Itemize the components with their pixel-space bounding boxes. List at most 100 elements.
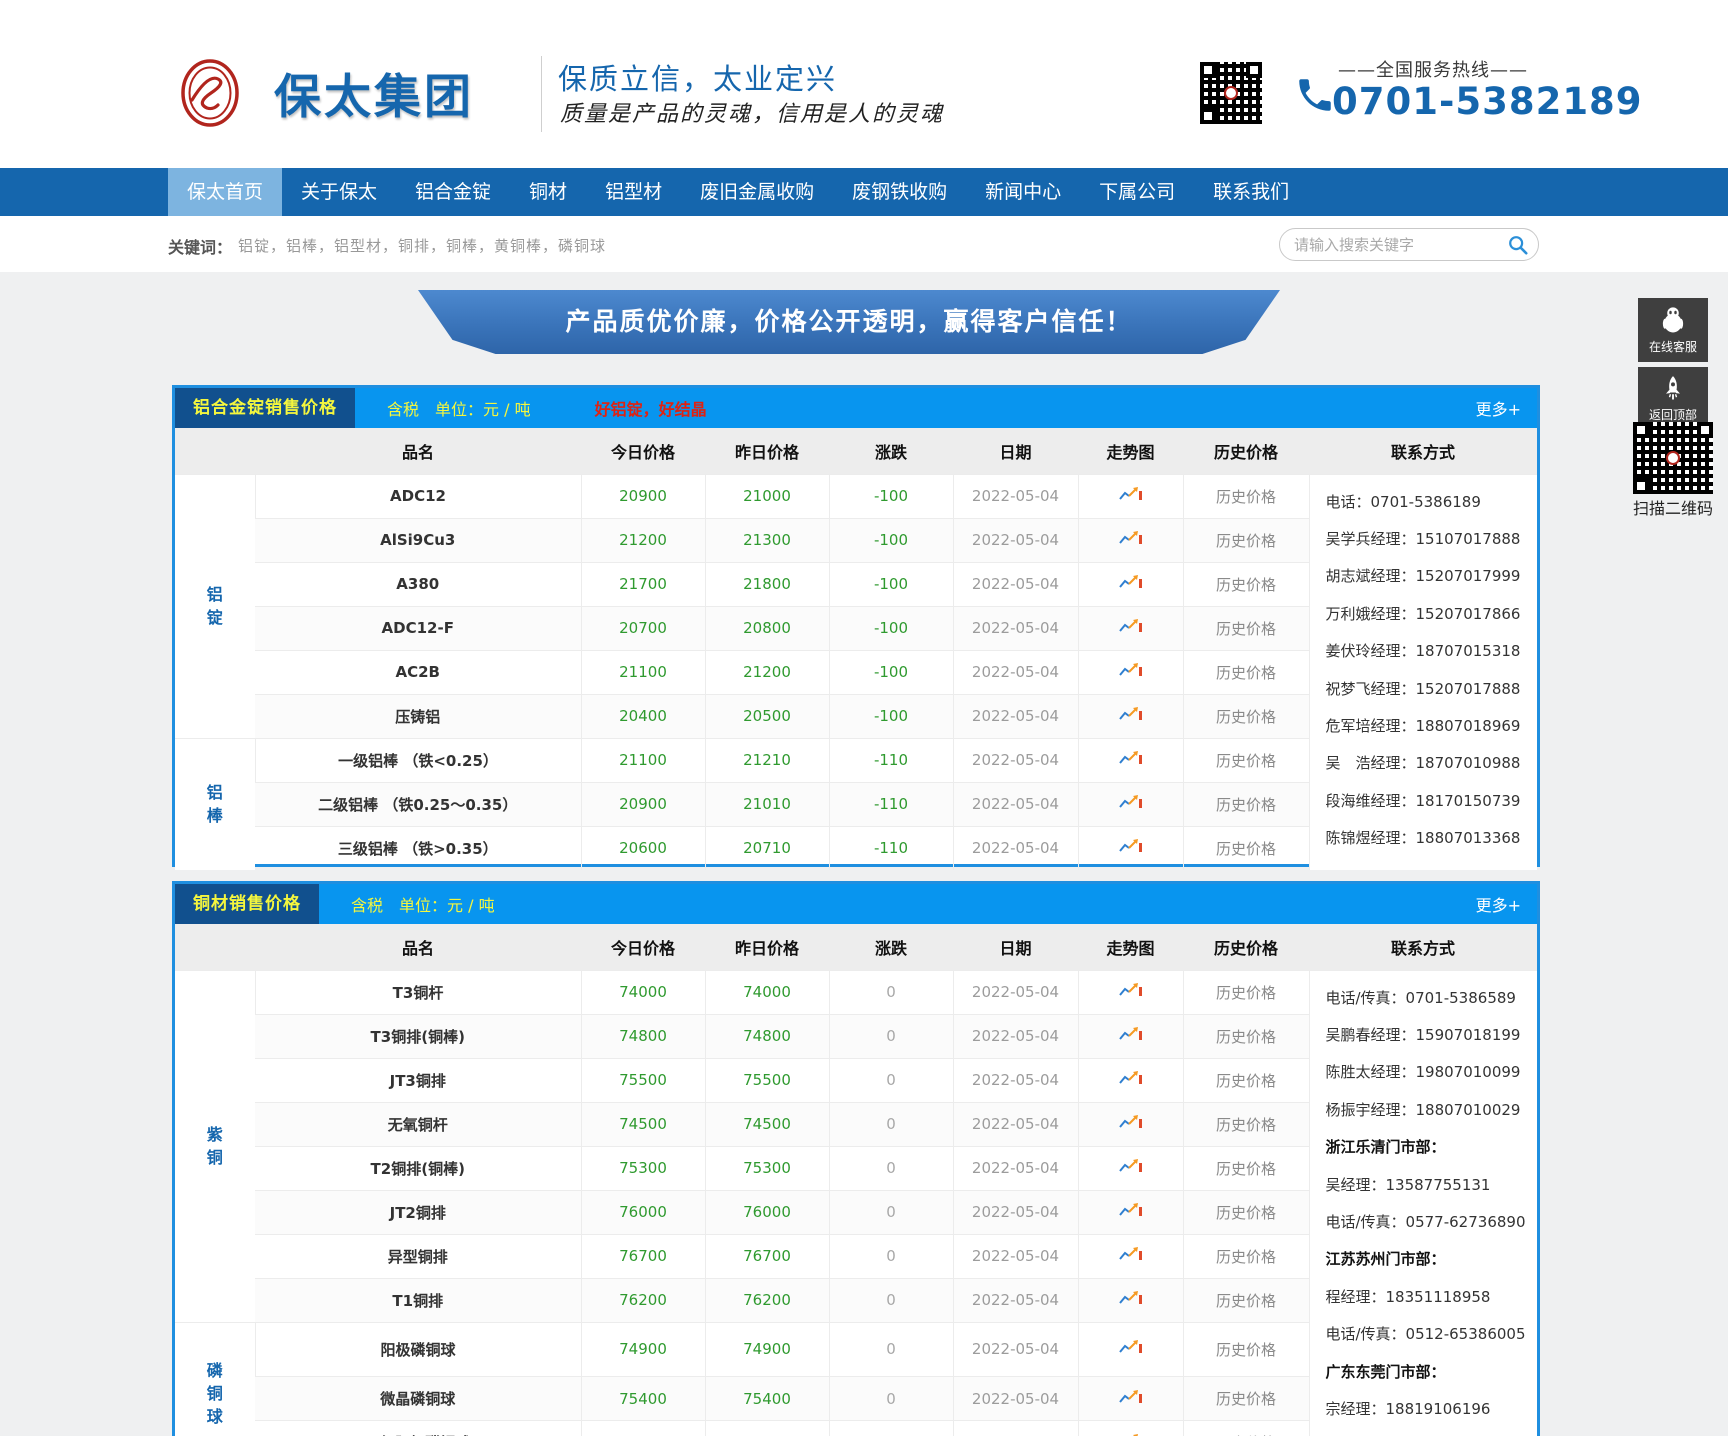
history-price-link[interactable]: 历史价格 xyxy=(1216,1434,1276,1436)
trend-chart-icon[interactable] xyxy=(1077,781,1183,826)
yesterday-price: 75400 xyxy=(704,1376,829,1421)
today-price: 20900 xyxy=(580,781,705,826)
yesterday-price: 20500 xyxy=(704,693,829,738)
trend-chart-icon[interactable] xyxy=(1077,1145,1183,1190)
history-price-link[interactable]: 历史价格 xyxy=(1215,1071,1276,1090)
product-name: ADC12 xyxy=(254,473,581,518)
trend-chart-icon[interactable] xyxy=(1077,605,1183,650)
nav-item-6[interactable]: 废钢铁收购 xyxy=(852,181,948,203)
col-history: 历史价格 xyxy=(1183,428,1309,474)
trend-chart-icon[interactable] xyxy=(1077,1376,1183,1421)
history-price-link[interactable]: 历史价格 xyxy=(1215,575,1276,594)
table-row: 紫铜 T3铜杆 74000 74000 0 2022-05-04 历史价格 电话/传真：070… xyxy=(175,969,1537,1436)
trend-chart-icon[interactable] xyxy=(1077,561,1183,606)
back-to-top-button[interactable]: 返回顶部 xyxy=(1638,367,1708,431)
copper-panel-title: 铜材销售价格 xyxy=(175,884,319,924)
contact-line: 陈锦煜经理：18807013368 xyxy=(1325,829,1521,848)
history-price-link[interactable]: 历史价格 xyxy=(1215,1340,1276,1359)
online-service-button[interactable]: 在线客服 xyxy=(1638,298,1708,362)
aluminum-panel-title: 铝合金锭销售价格 xyxy=(175,388,355,428)
history-price-link[interactable]: 历史价格 xyxy=(1215,839,1276,858)
group-label: 铝棒 xyxy=(175,737,255,870)
history-price-link[interactable]: 历史价格 xyxy=(1215,751,1276,770)
nav-item-4[interactable]: 铝型材 xyxy=(605,181,663,203)
promo-banner-text: 产品质优价廉，价格公开透明，赢得客户信任！ xyxy=(565,307,1133,336)
yesterday-price: 21010 xyxy=(704,781,829,826)
contact-line: 程经理：18351118958 xyxy=(1325,1287,1491,1306)
nav-item-5[interactable]: 废旧金属收购 xyxy=(700,181,815,203)
trend-chart-icon[interactable] xyxy=(1077,1233,1183,1278)
history-price-link[interactable]: 历史价格 xyxy=(1215,983,1276,1002)
table-row: 磷铜球 阳极磷铜球 74900 74900 0 2022-05-04 历史价格 xyxy=(175,1321,1537,1436)
trend-chart-icon[interactable] xyxy=(1077,737,1183,782)
history-price-link[interactable]: 历史价格 xyxy=(1215,663,1276,682)
trend-chart-icon[interactable] xyxy=(1077,473,1183,518)
table-row: ADC12-F 20700 20800 -100 2022-05-04 历史价格 xyxy=(175,605,1537,650)
history-price-cell: 历史价格 xyxy=(1182,1145,1309,1190)
nav-item-8[interactable]: 下属公司 xyxy=(1099,181,1176,203)
history-price-link[interactable]: 历史价格 xyxy=(1215,1115,1276,1134)
product-name: 阳极磷铜球 xyxy=(254,1321,581,1377)
nav-item-0[interactable]: 保太首页 xyxy=(168,168,283,216)
col-date: 日期 xyxy=(953,924,1078,970)
online-service-label: 在线客服 xyxy=(1648,340,1697,354)
history-price-cell: 历史价格 xyxy=(1182,693,1309,738)
trend-chart-icon[interactable] xyxy=(1077,649,1183,694)
nav-item-7[interactable]: 新闻中心 xyxy=(985,181,1062,203)
trend-chart-icon[interactable] xyxy=(1077,693,1183,738)
history-price-link[interactable]: 历史价格 xyxy=(1215,531,1276,550)
copper-more-link[interactable]: 更多+ xyxy=(1475,896,1521,915)
trend-chart-icon[interactable] xyxy=(1077,1277,1183,1322)
col-date: 日期 xyxy=(953,428,1078,474)
trend-chart-icon[interactable] xyxy=(1077,1189,1183,1234)
col-today: 今日价格 xyxy=(581,924,705,970)
history-price-link[interactable]: 历史价格 xyxy=(1215,1203,1276,1222)
trend-chart-icon[interactable] xyxy=(1077,1013,1183,1058)
price-date: 2022-05-04 xyxy=(952,1145,1078,1190)
trend-chart-icon[interactable] xyxy=(1077,1101,1183,1146)
col-contact: 联系方式 xyxy=(1309,924,1537,970)
hotline-label: ——全国服务热线—— xyxy=(1338,60,1528,81)
history-price-cell: 历史价格 xyxy=(1182,1057,1309,1102)
trend-chart-icon[interactable] xyxy=(1077,969,1183,1014)
history-price-link[interactable]: 历史价格 xyxy=(1215,1027,1276,1046)
trend-chart-icon[interactable] xyxy=(1077,517,1183,562)
history-price-link[interactable]: 历史价格 xyxy=(1215,795,1276,814)
yesterday-price: 74500 xyxy=(704,1101,829,1146)
contact-line: 电话/传真：0769-85350206 xyxy=(1326,1427,1538,1436)
history-price-link[interactable]: 历史价格 xyxy=(1215,619,1276,638)
trend-chart-icon[interactable] xyxy=(1077,1057,1183,1102)
history-price-link[interactable]: 历史价格 xyxy=(1215,1390,1276,1409)
nav-item-3[interactable]: 铜材 xyxy=(529,181,568,203)
unit-note: 单位：元 / 吨 xyxy=(435,400,531,419)
history-price-link[interactable]: 历史价格 xyxy=(1215,487,1276,506)
main-nav: 保太首页 关于保太 铝合金锭 铜材 铝型材 废旧金属收购 废钢铁收购 新闻中心 下属公司 联系我们 xyxy=(0,168,1728,216)
table-row: T3铜排(铜棒) 74800 74800 0 2022-05-04 历史价格 xyxy=(175,1013,1537,1058)
history-price-cell: 历史价格 xyxy=(1182,969,1309,1014)
nav-item-9[interactable]: 联系我们 xyxy=(1213,181,1290,203)
nav-item-1[interactable]: 关于保太 xyxy=(301,181,378,203)
trend-chart-icon[interactable] xyxy=(1077,825,1183,870)
history-price-link[interactable]: 历史价格 xyxy=(1215,707,1276,726)
trend-chart-icon[interactable] xyxy=(1077,1420,1183,1436)
history-price-link[interactable]: 历史价格 xyxy=(1215,1291,1276,1310)
group-label: 磷铜球 xyxy=(175,1321,255,1436)
search-input[interactable] xyxy=(1294,230,1499,259)
price-change: -100 xyxy=(828,561,953,606)
nav-item-2[interactable]: 铝合金锭 xyxy=(415,181,492,203)
history-price-link[interactable]: 历史价格 xyxy=(1215,1159,1276,1178)
search-button[interactable] xyxy=(1506,234,1530,258)
today-price: 21100 xyxy=(580,649,705,694)
trend-chart-icon[interactable] xyxy=(1077,1321,1183,1377)
price-date: 2022-05-04 xyxy=(952,1420,1078,1436)
yesterday-price: 74900 xyxy=(704,1321,829,1377)
aluminum-more-link[interactable]: 更多+ xyxy=(1475,400,1521,419)
price-change: 0 xyxy=(828,1145,953,1190)
history-price-link[interactable]: 历史价格 xyxy=(1215,1247,1276,1266)
today-price: 76700 xyxy=(580,1233,705,1278)
today-price: 20700 xyxy=(580,605,705,650)
yesterday-price: 21200 xyxy=(704,649,829,694)
header-qr-code xyxy=(1200,62,1262,124)
aluminum-price-panel: 铝合金锭销售价格 含税 单位：元 / 吨 好铝锭，好结晶 更多+ 品名 今日价格… xyxy=(172,385,1540,870)
